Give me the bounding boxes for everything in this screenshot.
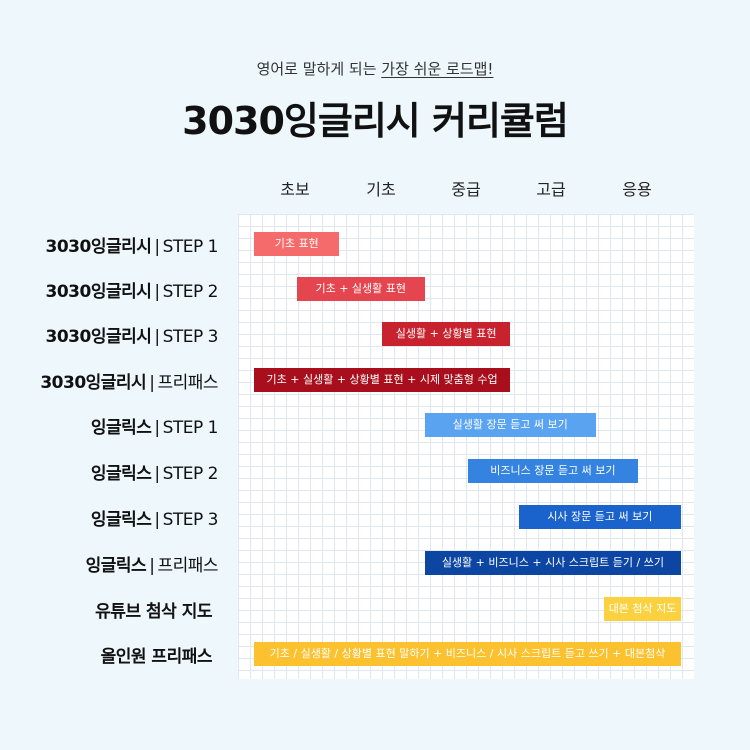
subtitle-highlight: 가장 쉬운 로드맵! <box>381 60 494 78</box>
course-brand: 잉글릭스 <box>90 418 152 438</box>
course-step: STEP 3 <box>162 510 219 530</box>
course-step: STEP 1 <box>162 418 219 438</box>
course-bar: 기초 표현 <box>254 232 340 256</box>
level-basic: 기초 <box>366 180 396 199</box>
subtitle-prefix: 영어로 말하게 되는 <box>256 60 382 78</box>
label-separator: | <box>154 418 160 438</box>
course-bar: 기초 / 실생활 / 상황별 표현 말하기 + 비즈니스 / 시사 스크립트 듣… <box>254 642 681 666</box>
course-brand: 잉글릭스 <box>90 464 152 484</box>
label-separator: | <box>149 373 155 393</box>
label-separator: | <box>149 556 155 576</box>
course-step: STEP 1 <box>162 237 219 257</box>
course-bar: 실생활 + 상황별 표현 <box>382 322 511 346</box>
label-separator: | <box>154 464 160 484</box>
label-separator: | <box>154 237 160 257</box>
row-label: 잉글릭스 | STEP 3 <box>0 505 219 530</box>
course-brand: 3030잉글리시 <box>45 327 152 347</box>
course-bar: 기초 + 실생활 + 상황별 표현 + 시제 맞춤형 수업 <box>254 368 511 392</box>
row-label: 잉글릭스 | STEP 2 <box>0 459 219 484</box>
course-bar: 기초 + 실생활 표현 <box>296 277 425 301</box>
label-separator: | <box>154 327 160 347</box>
level-header: 초보 기초 중급 고급 응용 <box>0 176 750 204</box>
course-bar: 실생활 + 비즈니스 + 시사 스크립트 듣기 / 쓰기 <box>424 551 681 575</box>
course-brand: 3030잉글리시 <box>40 373 147 393</box>
row-label: 3030잉글리시 | STEP 2 <box>0 277 219 302</box>
row-label: 올인원 프리패스 <box>0 642 218 667</box>
course-bar: 시사 장문 듣고 써 보기 <box>518 505 681 529</box>
label-separator: | <box>154 510 160 530</box>
row-label: 3030잉글리시 | 프리패스 <box>0 368 218 393</box>
course-brand: 3030잉글리시 <box>45 282 152 302</box>
course-brand: 3030잉글리시 <box>45 237 152 257</box>
row-label: 3030잉글리시 | STEP 3 <box>0 322 219 347</box>
course-brand: 올인원 프리패스 <box>100 647 213 667</box>
row-label: 유튜브 첨삭 지도 <box>0 597 218 622</box>
level-advanced: 고급 <box>536 180 566 199</box>
level-intermediate: 중급 <box>451 180 481 199</box>
level-applied: 응용 <box>622 180 652 199</box>
course-step: STEP 2 <box>162 464 219 484</box>
page-title: 3030잉글리시 커리큘럼 <box>182 99 569 143</box>
row-label: 잉글릭스 | 프리패스 <box>0 551 219 576</box>
course-step: 프리패스 <box>157 556 218 576</box>
course-bar: 대본 첨삭 지도 <box>604 597 681 621</box>
row-label: 잉글릭스 | STEP 1 <box>0 413 219 438</box>
label-separator: | <box>154 282 160 302</box>
course-step: STEP 2 <box>162 282 219 302</box>
course-brand: 잉글릭스 <box>85 556 147 576</box>
level-beginner: 초보 <box>280 180 310 199</box>
row-label: 3030잉글리시 | STEP 1 <box>0 232 219 257</box>
course-step: 프리패스 <box>157 373 218 393</box>
subtitle: 영어로 말하게 되는 가장 쉬운 로드맵! <box>0 58 750 79</box>
course-step: STEP 3 <box>162 327 219 347</box>
course-bar: 비즈니스 장문 듣고 써 보기 <box>467 459 639 483</box>
course-brand: 잉글릭스 <box>90 510 152 530</box>
course-bar: 실생활 장문 듣고 써 보기 <box>424 413 596 437</box>
course-brand: 유튜브 첨삭 지도 <box>95 602 212 622</box>
